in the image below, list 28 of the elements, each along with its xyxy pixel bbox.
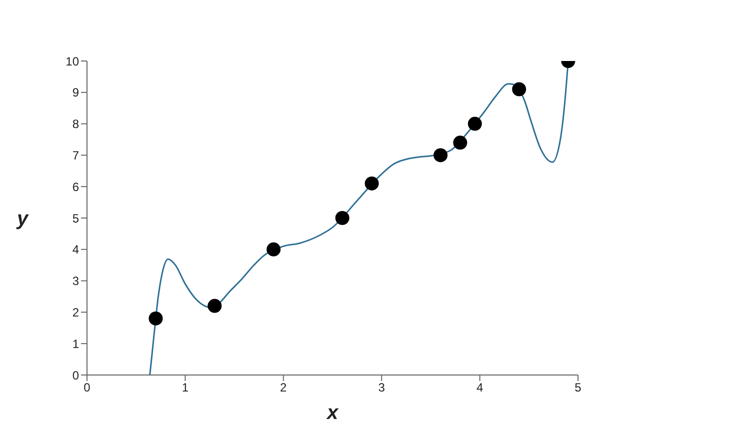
point bbox=[434, 148, 448, 162]
x-tick-label: 3 bbox=[378, 380, 386, 395]
y-tick-label: 2 bbox=[72, 305, 80, 320]
x-tick-label: 1 bbox=[182, 380, 189, 395]
y-tick-label: 8 bbox=[72, 117, 80, 132]
point bbox=[208, 298, 222, 313]
y-tick-label: 0 bbox=[72, 368, 80, 382]
x-tick-label: 5 bbox=[574, 380, 582, 395]
y-tick-label: 7 bbox=[72, 148, 80, 162]
y-tick-label: 10 bbox=[66, 54, 80, 68]
y-tick-label: 1 bbox=[72, 336, 80, 351]
y-tick-label: 3 bbox=[72, 274, 80, 288]
x-tick-label: 0 bbox=[84, 380, 91, 395]
y-tick-label: 5 bbox=[72, 211, 80, 226]
y-axis-title: y bbox=[16, 208, 29, 230]
x-tick-label: 4 bbox=[476, 380, 484, 395]
point bbox=[468, 116, 482, 131]
point bbox=[364, 176, 379, 190]
y-tick-label: 4 bbox=[72, 242, 80, 257]
y-tick-label: 6 bbox=[72, 180, 80, 194]
x-tick-label: 2 bbox=[280, 380, 288, 395]
x-axis-title: x bbox=[326, 402, 339, 424]
point bbox=[148, 311, 163, 326]
point bbox=[335, 211, 350, 225]
point bbox=[512, 82, 526, 96]
point bbox=[266, 242, 281, 256]
point bbox=[453, 136, 468, 150]
y-tick-label: 9 bbox=[72, 86, 80, 100]
